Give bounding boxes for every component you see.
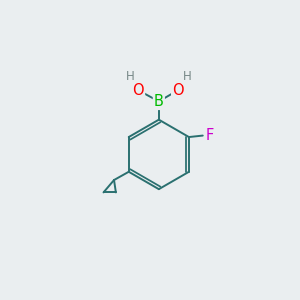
Text: H: H	[182, 70, 191, 83]
Text: B: B	[154, 94, 164, 109]
Text: H: H	[126, 70, 134, 83]
Text: O: O	[172, 83, 184, 98]
Text: F: F	[206, 128, 214, 143]
Text: O: O	[132, 83, 144, 98]
